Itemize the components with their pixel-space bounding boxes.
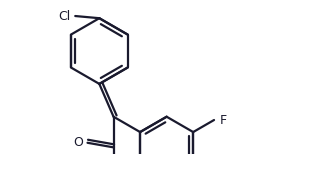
Text: Cl: Cl [59,10,71,22]
Text: O: O [73,136,83,149]
Text: F: F [219,114,227,127]
